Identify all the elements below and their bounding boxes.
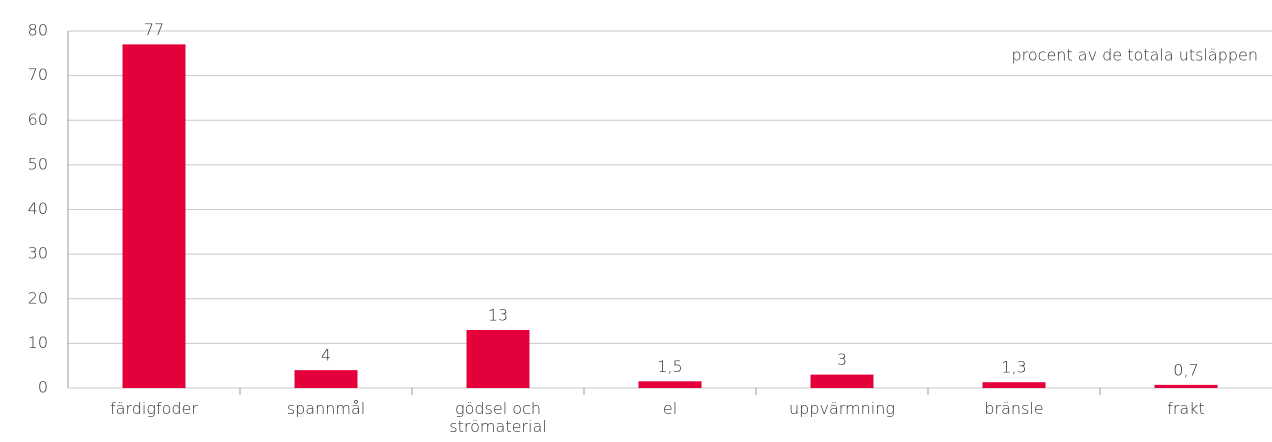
bar [1154,384,1218,388]
x-tick-label: spannmål [286,399,366,418]
x-tick-label: bränsle [984,399,1044,418]
x-tick-label: färdigfoder [110,399,198,418]
y-tick-label: 0 [38,378,48,397]
y-tick-label: 60 [28,110,48,129]
x-tick-label: uppvärmning [789,399,895,418]
bar [638,381,702,388]
y-tick-label: 50 [28,154,48,173]
x-tick-label: gödsel och strömaterial [449,399,547,436]
bar [466,329,530,388]
value-label: 4 [321,346,331,365]
y-tick-label: 20 [28,288,48,307]
y-tick-label: 40 [28,199,48,218]
annotation: procent av de totala utsläppen [1011,46,1258,65]
y-tick-label: 10 [28,333,48,352]
y-tick-label: 70 [28,65,48,84]
value-label: 13 [488,305,508,324]
y-tick-label: 30 [28,244,48,263]
bar [122,44,186,388]
bar [810,374,874,388]
value-label: 3 [837,350,847,369]
bar [294,370,358,388]
value-label: 0,7 [1173,360,1198,379]
x-tick-label: frakt [1167,399,1205,418]
x-tick-label: el [662,399,678,418]
value-label: 1,3 [1001,358,1026,377]
y-tick-label: 80 [28,21,48,40]
value-label: 77 [144,20,164,39]
bar [982,382,1046,388]
value-label: 1,5 [657,357,682,376]
